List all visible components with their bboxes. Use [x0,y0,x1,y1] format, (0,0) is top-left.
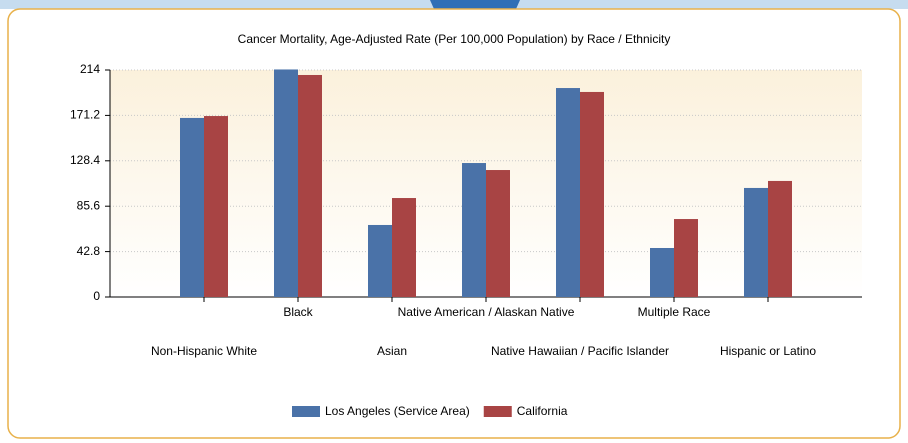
y-tick-label: 128.4 [70,153,100,167]
bar [768,180,792,297]
y-tick-label: 214 [80,62,100,76]
x-tick-label: Non-Hispanic White [150,344,258,358]
bar [486,170,510,297]
bar [580,91,604,297]
x-tick-label: Native American / Alaskan Native [397,305,575,319]
bar [204,116,228,298]
bar [392,198,416,297]
y-tick-label: 0 [93,289,100,303]
banner-tab [430,0,520,9]
x-tick-label: Native Hawaiian / Pacific Islander [490,344,670,358]
legend-label: Los Angeles (Service Area) [325,404,470,418]
legend-label: California [517,404,568,418]
y-tick-label: 42.8 [77,244,101,258]
legend-swatch [292,406,320,417]
chart-title: Cancer Mortality, Age-Adjusted Rate (Per… [238,32,671,46]
x-tick-label: Asian [376,344,408,358]
bar [274,69,298,297]
legend-swatch [483,406,512,417]
x-tick-label: Hispanic or Latino [719,344,817,358]
x-tick-label: Multiple Race [637,305,711,319]
bar [556,88,580,297]
bar [744,187,768,297]
y-tick-label: 85.6 [77,198,101,212]
bar [674,219,698,297]
bar [368,224,392,297]
bar [462,163,486,297]
x-tick-label: Black [283,305,313,319]
y-tick-label: 171.2 [70,108,100,122]
bar [180,117,204,297]
bar [298,74,322,298]
bar [650,247,674,297]
